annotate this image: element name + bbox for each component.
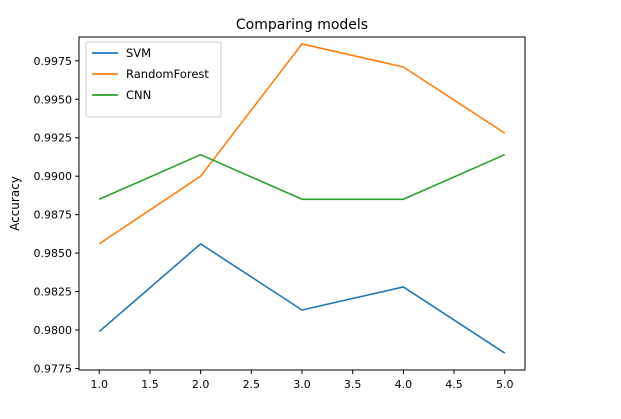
x-tick-label: 1.5	[141, 378, 159, 391]
y-tick-label: 0.9850	[34, 247, 73, 260]
y-tick-label: 0.9775	[34, 362, 73, 375]
y-tick-label: 0.9900	[34, 170, 73, 183]
y-tick-label: 0.9925	[34, 132, 73, 145]
series-layer	[98, 43, 506, 354]
plot-frame	[78, 36, 526, 371]
x-tick-label: 3.5	[344, 378, 362, 391]
ticks-layer: 1.0 1.5 2.0 2.5 3.0 3.5 4.0 4.5 5.0 0.9775 0.9800 0…	[34, 55, 514, 391]
x-tick-label: 4.5	[445, 378, 463, 391]
x-tick-label: 3.0	[293, 378, 311, 391]
legend-label-svm: SVM	[126, 46, 151, 60]
x-tick-label: 2.5	[243, 378, 261, 391]
series-line-randomforest	[98, 43, 506, 245]
y-tick-label: 0.9950	[34, 93, 73, 106]
y-tick-label: 0.9875	[34, 209, 73, 222]
x-tick-label: 4.0	[395, 378, 413, 391]
x-tick-label: 2.0	[192, 378, 210, 391]
y-tick-label: 0.9800	[34, 324, 73, 337]
legend-box	[85, 41, 222, 118]
legend: SVM RandomForest CNN	[85, 41, 222, 118]
y-axis-label: Accuracy	[8, 176, 22, 231]
y-tick-label: 0.9825	[34, 286, 73, 299]
x-tick-label: 5.0	[496, 378, 514, 391]
legend-label-cnn: CNN	[126, 88, 151, 102]
legend-label-randomforest: RandomForest	[126, 67, 209, 81]
x-tick-label: 1.0	[91, 378, 109, 391]
series-line-cnn	[98, 153, 506, 201]
chart-title: Comparing models	[236, 17, 368, 33]
series-line-svm	[98, 243, 506, 354]
y-tick-label: 0.9975	[34, 55, 73, 68]
